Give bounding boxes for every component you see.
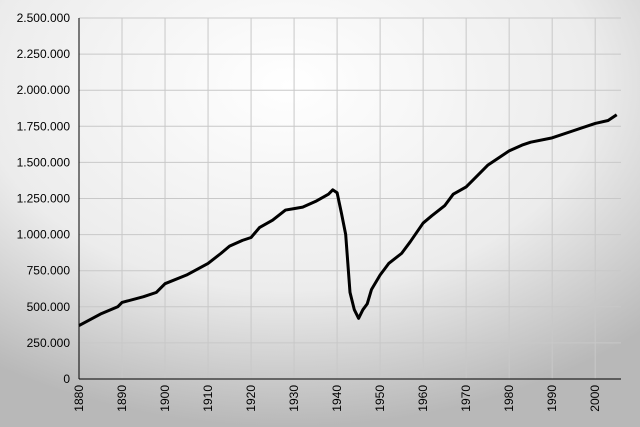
x-tick-label: 1910 xyxy=(201,385,215,412)
y-tick-label: 750.000 xyxy=(27,264,71,278)
y-tick-label: 250.000 xyxy=(27,336,71,350)
x-tick-label: 1940 xyxy=(330,385,344,412)
x-tick-label: 1960 xyxy=(416,385,430,412)
x-tick-label: 1950 xyxy=(373,385,387,412)
y-tick-label: 2.000.000 xyxy=(17,83,71,97)
y-tick-label: 0 xyxy=(63,372,70,386)
y-tick-label: 1.500.000 xyxy=(17,155,71,169)
x-tick-label: 2000 xyxy=(588,385,602,412)
y-tick-label: 1.250.000 xyxy=(17,192,71,206)
x-tick-label: 1900 xyxy=(158,385,172,412)
y-tick-label: 1.750.000 xyxy=(17,119,71,133)
data-line xyxy=(78,113,618,327)
y-tick-label: 2.500.000 xyxy=(17,11,71,25)
x-tick-label: 1920 xyxy=(244,385,258,412)
x-tick-label: 1930 xyxy=(287,385,301,412)
x-tick-label: 1890 xyxy=(115,385,129,412)
y-tick-label: 1.000.000 xyxy=(17,228,71,242)
x-tick-label: 1990 xyxy=(545,385,559,412)
x-tick-label: 1970 xyxy=(459,385,473,412)
y-tick-label: 500.000 xyxy=(27,300,71,314)
y-tick-label: 2.250.000 xyxy=(17,47,71,61)
x-tick-label: 1880 xyxy=(72,385,86,412)
x-tick-label: 1980 xyxy=(502,385,516,412)
